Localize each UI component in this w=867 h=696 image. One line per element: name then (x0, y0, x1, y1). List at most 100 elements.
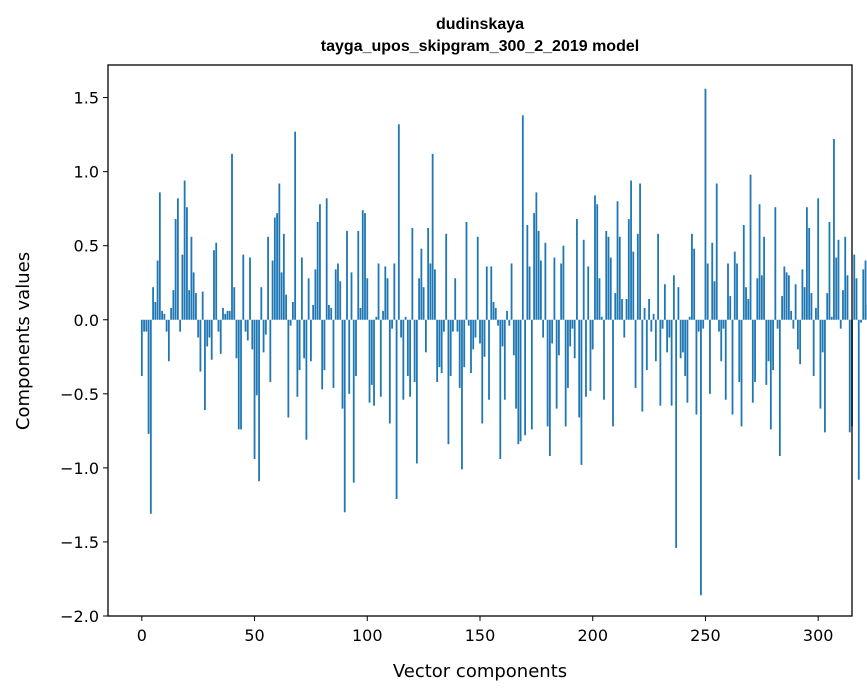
bar (806, 207, 808, 320)
bar (305, 319, 308, 440)
bar (567, 319, 569, 388)
chart-title: dudinskaya (436, 16, 524, 33)
bar (645, 319, 648, 371)
bar (682, 319, 684, 353)
bar (794, 284, 797, 320)
bar (346, 230, 348, 320)
bar (434, 269, 436, 320)
bar (479, 319, 481, 344)
bar (555, 319, 558, 409)
bar (580, 319, 583, 465)
bar (686, 319, 689, 403)
bar (415, 319, 418, 464)
bar (641, 319, 644, 412)
bar (553, 257, 556, 320)
y-tick-label: −1.5 (60, 533, 99, 552)
bar (368, 319, 371, 403)
bar (625, 299, 628, 320)
bar (291, 301, 294, 320)
bar (740, 319, 743, 427)
bar (760, 275, 763, 320)
bar (147, 319, 150, 434)
bar (785, 272, 788, 320)
bar (154, 301, 157, 320)
bar (738, 319, 741, 382)
x-axis-ticks: 0 50 100 150 200 250 300 (137, 616, 833, 645)
bar (618, 236, 621, 320)
bar (161, 310, 164, 320)
bar (321, 319, 324, 390)
bar (316, 222, 319, 320)
bar (280, 272, 283, 320)
x-tick-label: 150 (465, 626, 496, 645)
bar (420, 248, 423, 320)
bar (848, 319, 851, 433)
bar (370, 319, 373, 385)
bar (663, 284, 666, 320)
bar (729, 296, 732, 320)
bar (605, 230, 608, 320)
bar (727, 263, 729, 320)
bar (819, 319, 822, 409)
bar (186, 207, 188, 320)
bar (754, 319, 756, 382)
bar (422, 287, 425, 320)
bar (519, 319, 522, 442)
bar (783, 266, 786, 320)
bar (300, 257, 303, 320)
bar (278, 183, 281, 320)
bar (585, 319, 587, 397)
bar (672, 275, 675, 320)
y-tick-label: 1.0 (74, 163, 99, 182)
bar (465, 222, 468, 320)
bar (352, 319, 355, 483)
bar (337, 263, 339, 320)
bar (508, 319, 511, 326)
bar (503, 319, 506, 400)
bar (375, 316, 378, 320)
bar (461, 319, 463, 470)
bar (666, 319, 669, 353)
bar (470, 319, 472, 374)
bar (195, 293, 197, 320)
bar (860, 319, 862, 323)
bar (445, 233, 448, 320)
y-axis-label: Components values (13, 252, 34, 430)
bar (474, 319, 477, 338)
chart-subtitle: tayga_upos_skipgram_300_2_2019 model (321, 38, 639, 55)
bar (675, 319, 678, 548)
bar (636, 233, 639, 320)
bar (402, 319, 405, 400)
bar (652, 313, 655, 320)
x-tick-label: 200 (577, 626, 608, 645)
bar (449, 319, 452, 377)
bar (544, 242, 547, 320)
bar (661, 319, 664, 329)
bar (224, 313, 227, 320)
bar (792, 319, 795, 329)
bar (158, 192, 161, 320)
bar (406, 319, 409, 377)
bar (781, 296, 784, 320)
bar (152, 287, 154, 320)
bar (684, 319, 687, 377)
bar (409, 319, 412, 397)
bar (215, 242, 218, 320)
bar (677, 287, 680, 320)
bar (339, 281, 342, 320)
bar (700, 319, 702, 596)
bar (515, 319, 517, 409)
bar (188, 290, 191, 320)
bar (747, 299, 750, 320)
bar (156, 260, 159, 320)
bar (269, 319, 272, 382)
bar (521, 115, 524, 320)
x-tick-label: 250 (690, 626, 721, 645)
bar (767, 319, 770, 362)
bar (314, 269, 317, 320)
bar (208, 319, 211, 338)
bar (255, 319, 258, 396)
bar (837, 239, 840, 320)
bar (857, 319, 860, 480)
bar (769, 319, 772, 430)
